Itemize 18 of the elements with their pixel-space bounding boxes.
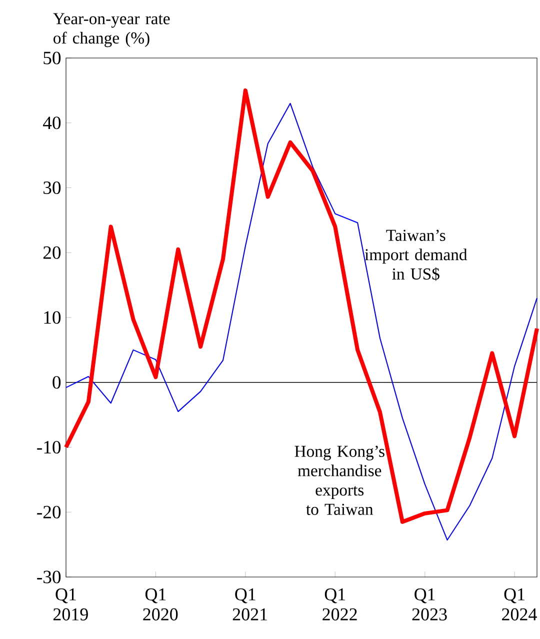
y-tick-label: 0 — [52, 376, 61, 389]
x-tick-label: Q1 2022 — [322, 588, 357, 620]
y-tick-label: 40 — [42, 116, 61, 130]
x-tick-label: Q1 2023 — [412, 588, 447, 620]
x-tick-label: Q1 2019 — [53, 588, 88, 620]
y-tick-label: -30 — [37, 570, 61, 584]
series-label: Hong Kong’s merchandise exports to Taiwan — [294, 446, 384, 515]
y-tick-label: 10 — [44, 311, 61, 324]
y-axis-title: Year-on-year rate of change (%) — [53, 13, 170, 48]
series-label: Taiwan’s import demand in US$ — [364, 230, 468, 281]
y-tick-label: 50 — [44, 52, 61, 64]
y-tick-label: 30 — [44, 181, 61, 194]
x-tick-label: Q1 2021 — [232, 588, 268, 620]
x-tick-label: Q1 2024 — [502, 588, 537, 620]
y-tick-label: -20 — [37, 506, 61, 518]
y-tick-label: -10 — [37, 440, 61, 454]
x-tick-label: Q1 2020 — [143, 588, 178, 620]
y-tick-label: 20 — [43, 246, 61, 259]
